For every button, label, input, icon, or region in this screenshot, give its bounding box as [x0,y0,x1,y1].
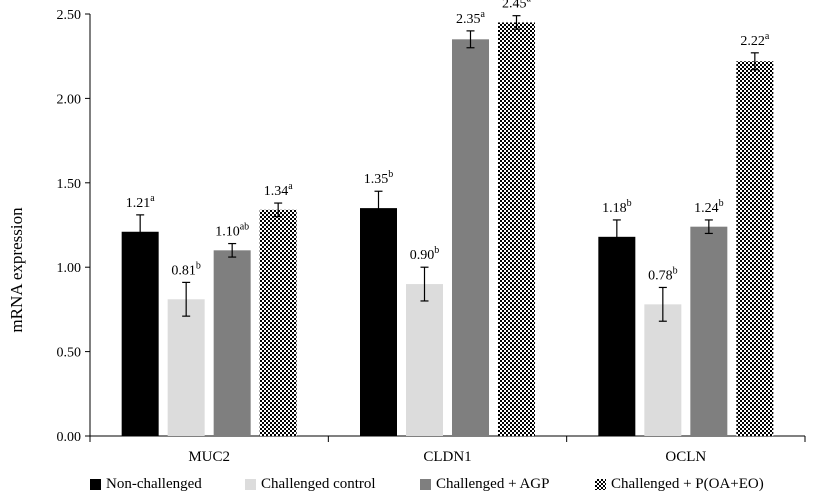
data-label: 0.81b [171,260,201,278]
data-label: 1.21a [126,193,156,211]
bar [644,304,682,436]
bar [406,284,443,436]
x-tick-label: CLDN1 [423,449,471,465]
bar-chart: 0.00 0.50 1.00 1.50 2.00 2.50 MUC2 CLDN1 OCLN 1.… [7,0,806,465]
y-axis-label: mRNA expression [7,207,26,333]
legend-swatch [90,479,101,490]
data-label: 0.90b [410,245,440,263]
legend-label: Challenged + P(OA+EO) [611,476,764,492]
data-labels: 1.21a 1.35b 1.18b 0.81b 0.90b 0.78b 1.10ab 2.35… [126,0,770,283]
bar [598,236,636,436]
bar [213,250,251,436]
y-tick-label: 1.00 [57,261,82,276]
bar [452,39,489,436]
y-tick-label: 2.00 [57,92,82,107]
bar [498,22,535,436]
legend-label: Challenged + AGP [436,476,550,492]
legend-swatch [595,479,606,490]
data-label: 1.10ab [215,222,249,240]
data-label: 1.34a [264,181,294,199]
bars [121,15,774,436]
y-tick-label: 0.00 [57,430,82,445]
y-tick-label: 0.50 [57,346,82,361]
data-label: 1.24b [694,198,724,216]
legend-swatch [245,479,256,490]
legend-label: Challenged control [261,476,376,492]
legend-item: Challenged + P(OA+EO) [595,476,764,493]
y-tick-label: 1.50 [57,177,82,192]
data-label: 2.35a [456,9,486,27]
data-label: 2.45a [502,0,532,12]
x-tick-label: OCLN [665,449,706,465]
legend-item: Non-challenged [90,476,202,493]
x-tick-label: MUC2 [188,449,230,465]
bar [736,61,774,436]
axes: 0.00 0.50 1.00 1.50 2.00 2.50 MUC2 CLDN1 OCLN [57,8,806,465]
data-label: 1.18b [602,198,632,216]
bar [690,226,728,436]
legend-item: Challenged control [245,476,376,493]
y-tick-label: 2.50 [57,8,82,23]
bar [360,208,397,436]
data-label: 2.22a [740,31,770,49]
data-label: 0.78b [648,265,678,283]
bar [259,209,297,436]
legend-item: Challenged + AGP [420,476,549,493]
legend-label: Non-challenged [106,476,202,492]
legend-swatch [420,479,431,490]
bar [121,231,159,436]
bar [167,299,205,436]
legend: Non-challenged Challenged control Challeng… [0,476,829,498]
data-label: 1.35b [364,169,394,187]
